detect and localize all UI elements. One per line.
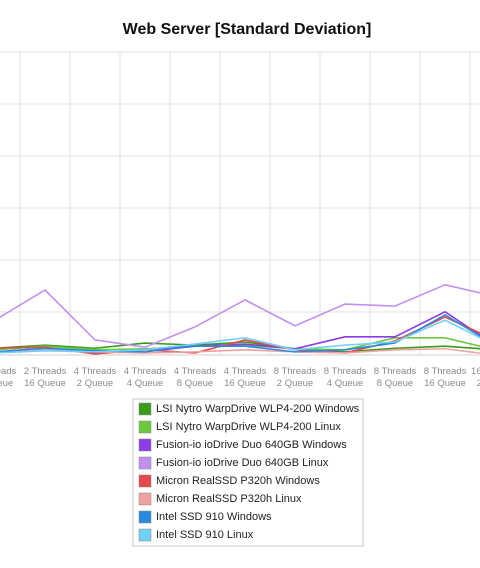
x-tick-label: 8 Threads 16 Queue <box>424 366 467 389</box>
legend-swatch <box>138 510 152 524</box>
legend-swatch <box>138 456 152 470</box>
grid <box>0 51 480 356</box>
x-tick-label: 4 Threads 2 Queue <box>74 366 117 389</box>
legend-label: Intel SSD 910 Linux <box>156 529 254 541</box>
legend-label: LSI Nytro WarpDrive WLP4-200 Windows <box>156 403 360 415</box>
legend-label: Micron RealSSD P320h Windows <box>156 475 320 487</box>
series-line <box>0 314 480 353</box>
x-tick-label: 2 Threads 16 Queue <box>24 366 67 389</box>
x-tick-label: 8 Threads 8 Queue <box>374 366 417 389</box>
legend-label: Intel SSD 910 Windows <box>156 511 272 523</box>
chart-title: Web Server [Standard Deviation] <box>123 21 372 38</box>
series-line <box>0 319 480 354</box>
legend-label: LSI Nytro WarpDrive WLP4-200 Linux <box>156 421 341 433</box>
series-line <box>0 341 480 353</box>
series-line <box>0 337 480 351</box>
x-tick-label: 4 Threads 4 Queue <box>124 366 167 389</box>
legend-swatch <box>138 528 152 542</box>
legend-label: Fusion-io ioDrive Duo 640GB Windows <box>156 439 347 451</box>
legend-swatch <box>138 420 152 434</box>
legend-label: Fusion-io ioDrive Duo 640GB Linux <box>156 457 329 469</box>
legend-swatch <box>138 474 152 488</box>
legend-swatch <box>138 438 152 452</box>
legend-label: Micron RealSSD P320h Linux <box>156 493 302 505</box>
legend-swatch <box>138 492 152 506</box>
legend-swatch <box>138 402 152 416</box>
series-line <box>0 283 480 349</box>
x-tick-label: 4 Threads 8 Queue <box>174 366 217 389</box>
x-tick-label: 4 Threads 16 Queue <box>224 366 267 389</box>
x-tick-label: 8 Threads 4 Queue <box>324 366 367 389</box>
legend-box <box>132 398 364 547</box>
x-tick-label: 8 Threads 2 Queue <box>274 366 317 389</box>
